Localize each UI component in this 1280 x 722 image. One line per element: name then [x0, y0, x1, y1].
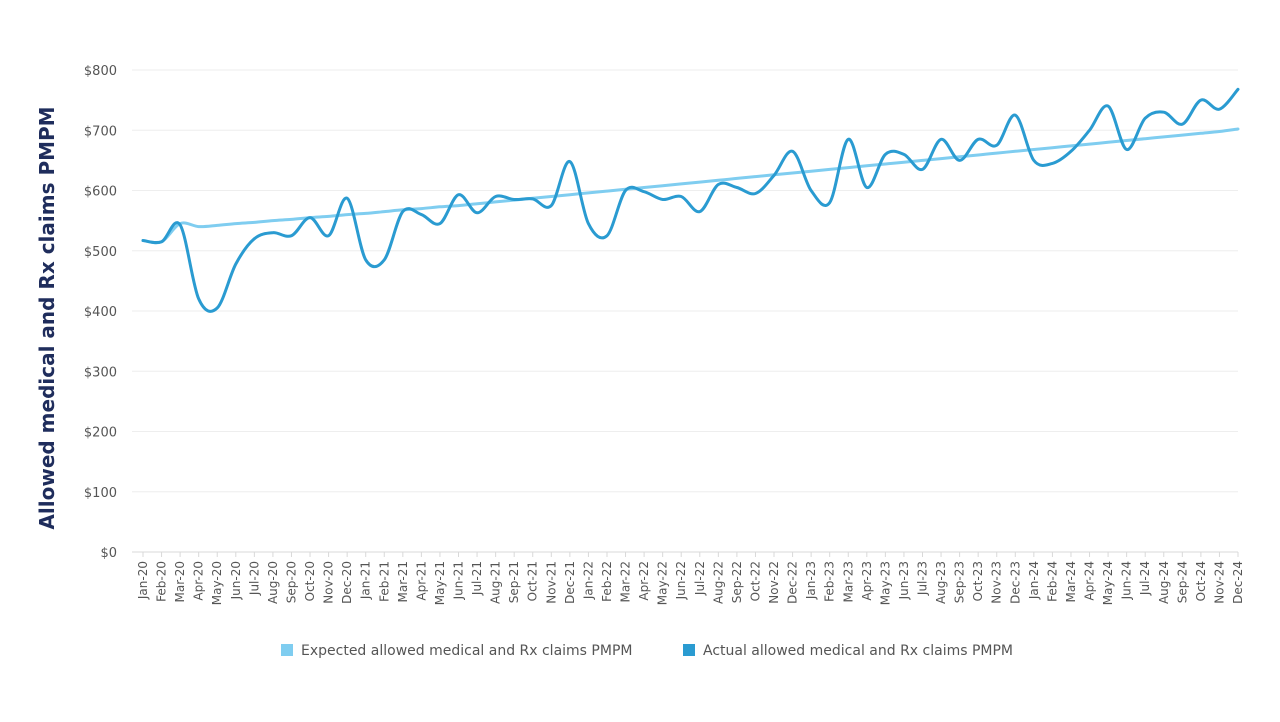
x-tick-label: Nov-23 [990, 561, 1004, 604]
y-tick-label: $800 [84, 64, 117, 79]
y-tick-label: $500 [84, 245, 117, 260]
x-tick-label: Dec-23 [1008, 561, 1022, 604]
x-tick-label: Mar-20 [173, 561, 187, 602]
y-tick-label: $200 [84, 426, 117, 441]
y-axis-ticks: $0 $100 $200 $300 $400 $500 $600 $700 $800 [84, 64, 117, 561]
x-tick-label: Jul-21 [470, 561, 484, 596]
legend-swatch [683, 644, 695, 656]
x-tick-label: May-24 [1101, 561, 1115, 605]
x-tick-label: Apr-23 [860, 561, 874, 601]
legend-label: Actual allowed medical and Rx claims PMP… [703, 643, 1013, 659]
x-tick-label: Jun-21 [452, 561, 466, 600]
x-tick-label: Jan-21 [359, 561, 373, 600]
x-tick-label: Feb-23 [823, 561, 837, 602]
x-tick-label: Jun-24 [1120, 561, 1134, 600]
x-tick-label: Nov-24 [1212, 561, 1226, 604]
x-tick-label: Nov-22 [767, 561, 781, 604]
expected-series-line [141, 127, 1240, 245]
y-tick-label: $700 [84, 124, 117, 139]
x-tick-label: Aug-20 [266, 561, 280, 604]
x-tick-label: Oct-23 [971, 561, 985, 601]
x-tick-label: Feb-21 [377, 561, 391, 602]
x-tick-label: Sep-23 [953, 561, 967, 603]
x-axis-ticks: Jan-20 Feb-20 Mar-20 Apr-20 May-20 Jun-20 Jul-… [136, 552, 1245, 605]
x-tick-label: Jul-22 [693, 561, 707, 596]
x-tick-label: Aug-22 [711, 561, 725, 604]
actual-series-line [141, 87, 1240, 313]
x-tick-label: May-22 [656, 561, 670, 605]
x-tick-label: Apr-22 [637, 561, 651, 601]
x-tick-label: Oct-20 [303, 561, 317, 601]
x-tick-label: Jul-20 [247, 561, 261, 596]
x-tick-label: Sep-21 [507, 561, 521, 603]
y-tick-label: $400 [84, 305, 117, 320]
series-lines [141, 87, 1240, 313]
y-tick-label: $300 [84, 365, 117, 380]
x-tick-label: Nov-20 [322, 561, 336, 604]
x-tick-label: Jan-24 [1027, 561, 1041, 600]
grid-lines [132, 69, 1238, 553]
x-tick-label: Mar-24 [1064, 561, 1078, 602]
x-tick-label: Sep-24 [1175, 561, 1189, 603]
x-tick-label: Oct-21 [526, 561, 540, 601]
legend: Expected allowed medical and Rx claims P… [281, 643, 1013, 659]
x-tick-label: Jan-22 [581, 561, 595, 600]
x-tick-label: Apr-24 [1083, 561, 1097, 601]
y-tick-label: $600 [84, 185, 117, 200]
x-tick-label: Mar-21 [396, 561, 410, 602]
x-tick-label: Apr-21 [414, 561, 428, 601]
x-tick-label: Oct-22 [748, 561, 762, 601]
x-tick-label: Sep-22 [730, 561, 744, 603]
x-tick-label: Aug-24 [1157, 561, 1171, 604]
legend-swatch [281, 644, 293, 656]
x-tick-label: Jun-22 [674, 561, 688, 600]
x-tick-label: Oct-24 [1194, 561, 1208, 601]
x-tick-label: May-23 [878, 561, 892, 605]
x-tick-label: Apr-20 [192, 561, 206, 601]
x-tick-label: Nov-21 [544, 561, 558, 604]
y-axis-label: Allowed medical and Rx claims PMPM [35, 106, 59, 529]
x-tick-label: Mar-23 [841, 561, 855, 602]
x-tick-label: Dec-21 [563, 561, 577, 604]
x-tick-label: Jan-20 [136, 561, 150, 600]
x-tick-label: Feb-24 [1045, 561, 1059, 602]
y-tick-label: $0 [100, 546, 117, 561]
x-tick-label: Jun-20 [229, 561, 243, 600]
x-tick-label: Dec-20 [340, 561, 354, 604]
x-tick-label: Aug-21 [489, 561, 503, 604]
x-tick-label: Dec-24 [1231, 561, 1245, 604]
x-tick-label: Feb-22 [600, 561, 614, 602]
y-tick-label: $100 [84, 486, 117, 501]
x-tick-label: Jan-23 [804, 561, 818, 600]
x-tick-label: Sep-20 [284, 561, 298, 603]
x-tick-label: Feb-20 [155, 561, 169, 602]
legend-item-expected: Expected allowed medical and Rx claims P… [281, 643, 632, 659]
x-tick-label: May-20 [210, 561, 224, 605]
x-tick-label: Aug-23 [934, 561, 948, 604]
x-tick-label: Jul-24 [1138, 561, 1152, 596]
legend-label: Expected allowed medical and Rx claims P… [301, 643, 632, 659]
x-tick-label: Jul-23 [915, 561, 929, 596]
legend-item-actual: Actual allowed medical and Rx claims PMP… [683, 643, 1013, 659]
x-tick-label: Mar-22 [619, 561, 633, 602]
x-tick-label: Jun-23 [897, 561, 911, 600]
x-tick-label: May-21 [433, 561, 447, 605]
x-tick-label: Dec-22 [786, 561, 800, 604]
